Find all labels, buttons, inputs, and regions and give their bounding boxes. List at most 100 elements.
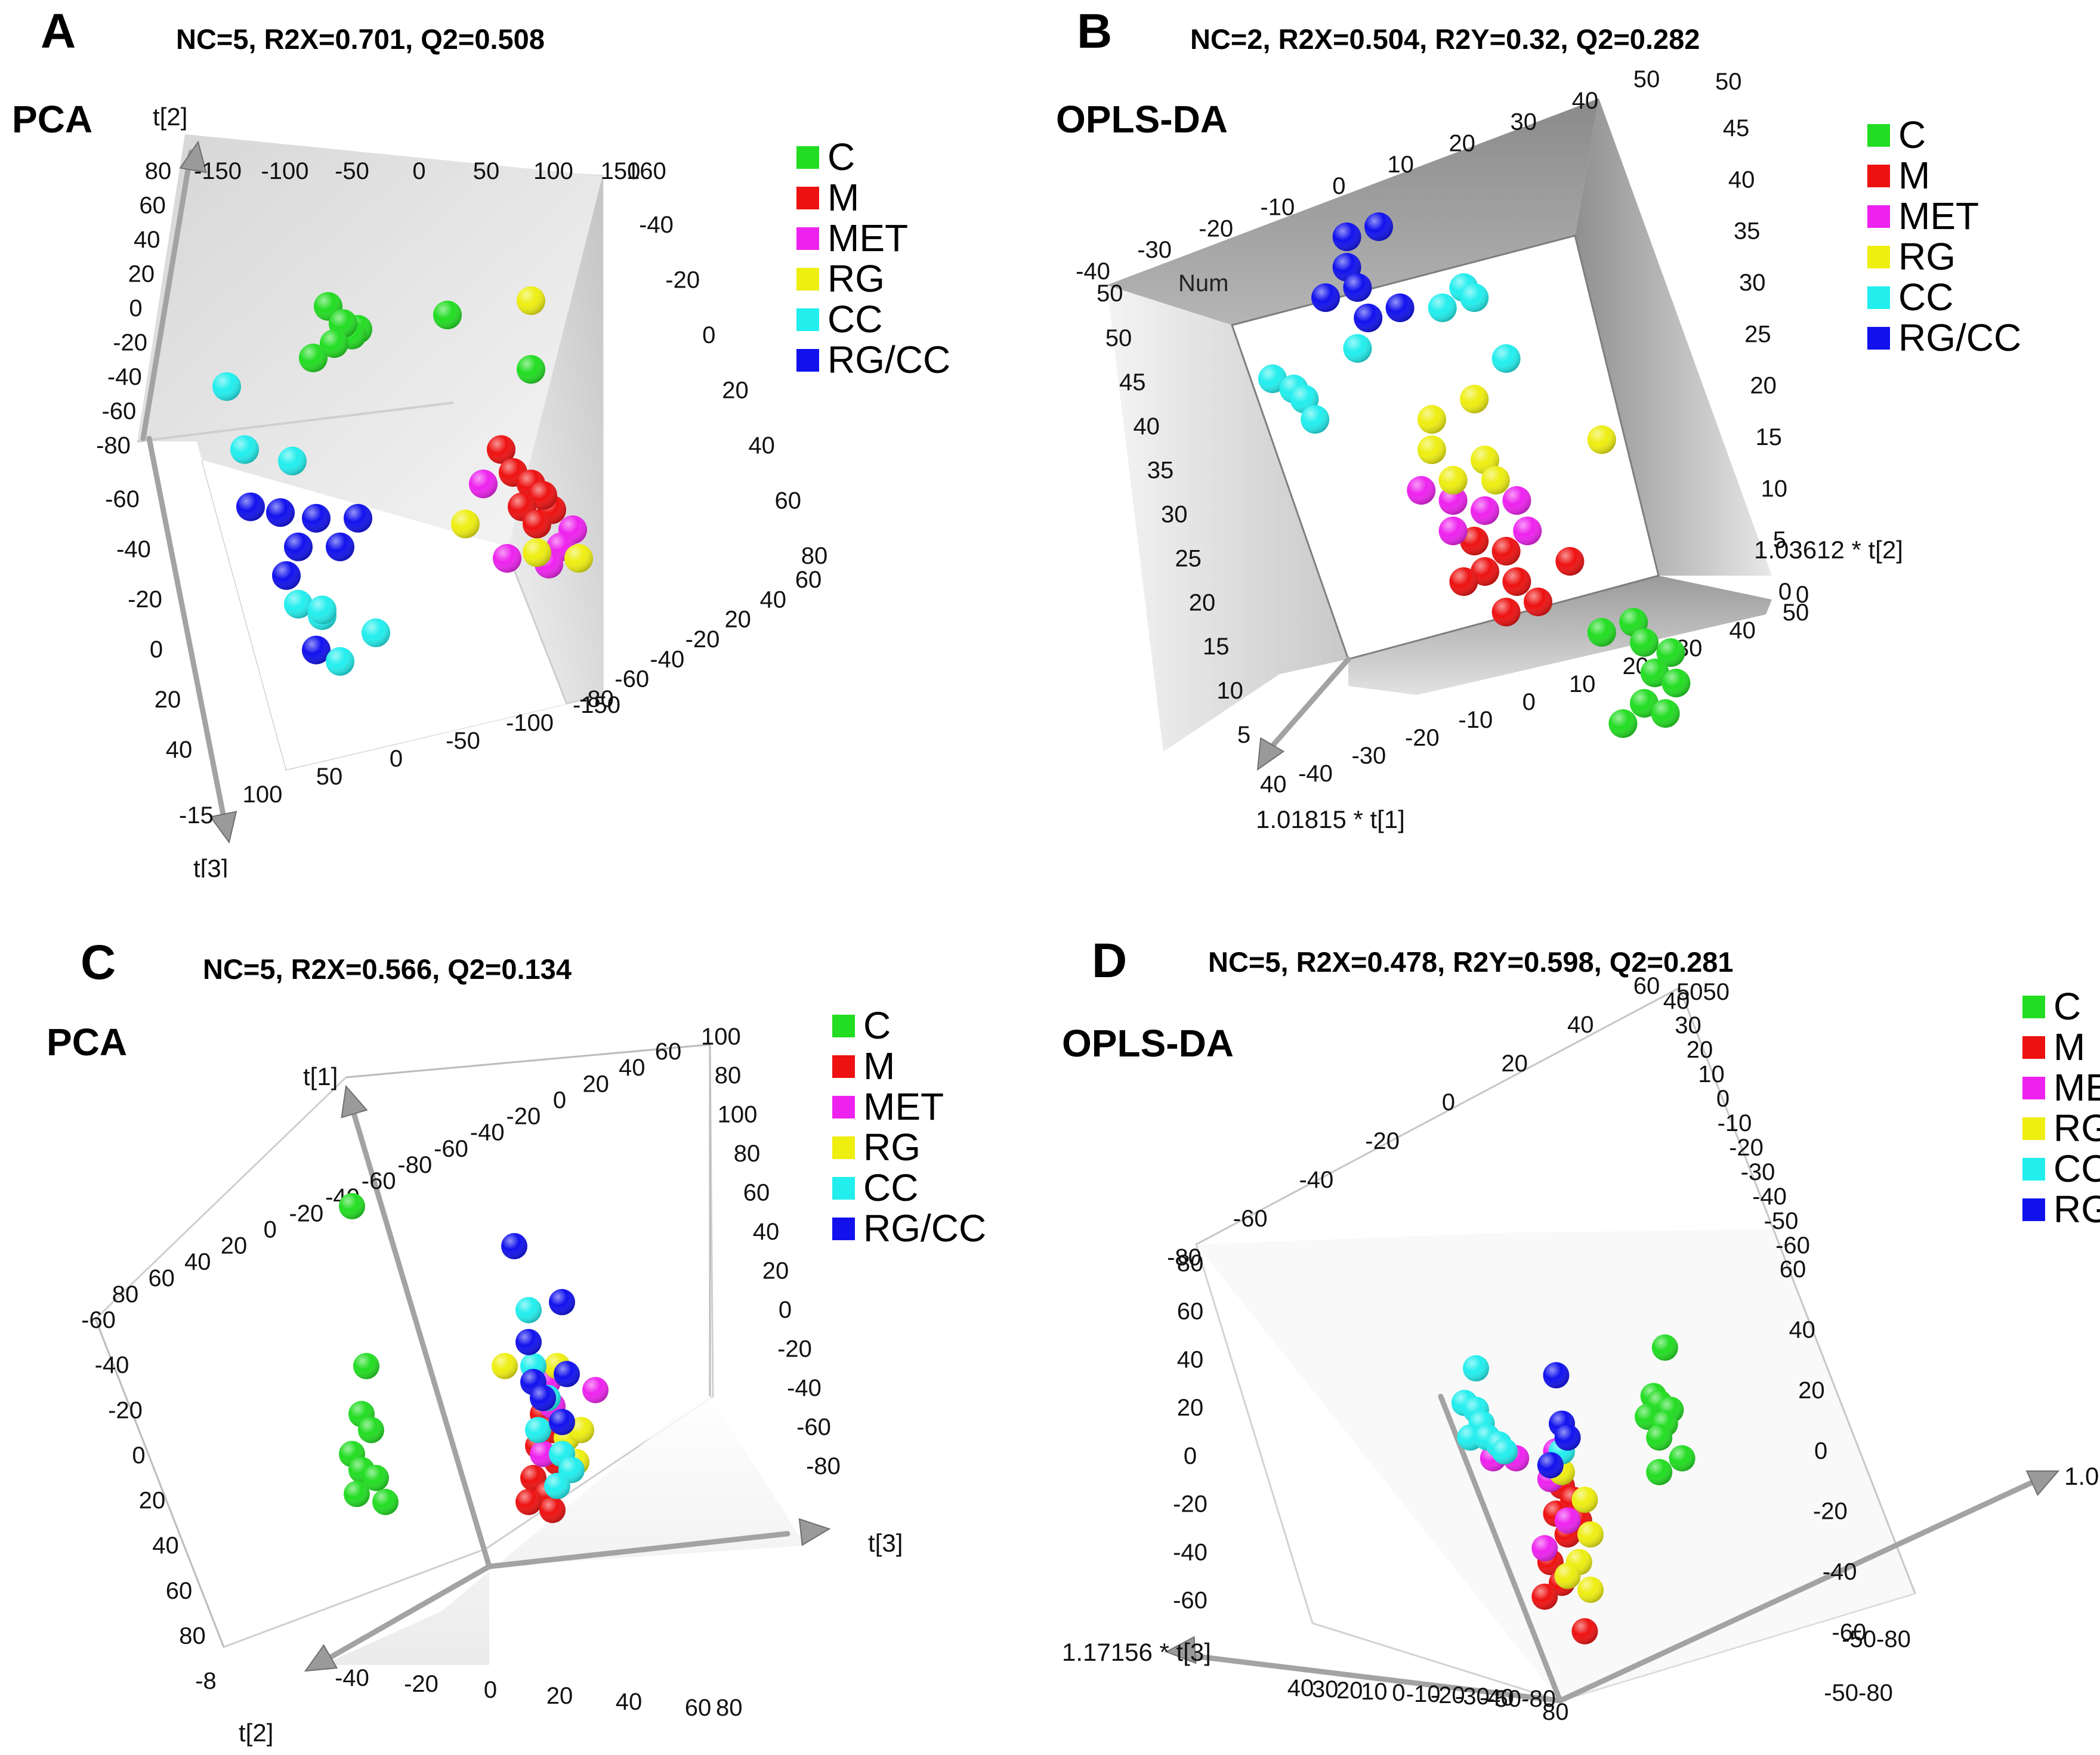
tick-label: 60 <box>166 1578 193 1604</box>
point-cc-shading <box>1463 1355 1489 1382</box>
point-rg-cc-shading <box>530 1385 556 1411</box>
tick-label: -50 <box>446 728 480 754</box>
tick-label: 40 <box>1729 617 1756 644</box>
point-m-shading <box>1524 588 1552 616</box>
legend-label: RG <box>1898 235 1956 278</box>
panel-d-chart: 1.01773 * t[1.17156 * t[3]-80-60-40-2002… <box>1062 934 2100 1725</box>
tick-label: -40 <box>470 1120 505 1146</box>
tick-label: -50-80 <box>1842 1626 1911 1652</box>
tick-label: 50 <box>316 764 343 790</box>
tick-label: -30 <box>1351 743 1386 769</box>
tick-label: 5050 <box>1676 979 1730 1005</box>
point-cc-shading <box>284 589 313 619</box>
tick-label: 30 <box>1675 1012 1701 1039</box>
point-c-shading <box>1587 618 1616 647</box>
point-rg-cc-shading <box>272 561 301 590</box>
point-rg-cc-shading <box>554 1361 580 1388</box>
tick-label: -60 <box>105 486 140 512</box>
tick-label: 5 <box>1237 722 1250 748</box>
legend-label: RG/CC <box>1898 316 2021 359</box>
axis-t3-arrow <box>798 1518 831 1546</box>
tick-label: 40 <box>753 1219 780 1245</box>
tick-label: -20 <box>1813 1498 1848 1525</box>
tick-label: -40 <box>1823 1559 1857 1585</box>
legend-swatch-rg-cc <box>796 349 819 372</box>
tick-label: 5 <box>1773 527 1786 554</box>
axis-t1-arrow <box>1256 737 1285 771</box>
point-cc-shading <box>544 1473 570 1499</box>
tick-label: -40 <box>650 646 684 672</box>
panel-b-chart: 1.01815 * t[1] 1.03612 * t[2] Num -40 -30 -20… <box>1056 4 2021 833</box>
tick-label: -40 <box>1076 258 1110 285</box>
point-c-shading <box>1651 1334 1678 1361</box>
legend-swatch-rg <box>1867 246 1890 268</box>
axis-t3-line <box>1190 1653 1563 1704</box>
axis-label-t3: t[3] <box>193 854 228 878</box>
tick-label: -60 <box>1173 1587 1208 1614</box>
point-m-shading <box>1571 1618 1598 1645</box>
point-rg-cc-shading <box>302 635 331 665</box>
point-rg-cc-shading <box>344 503 372 533</box>
model-statistics: NC=5, R2X=0.566, Q2=0.134 <box>203 953 572 985</box>
tick-label: -20 <box>108 1397 143 1423</box>
legend-label: CC <box>827 298 882 341</box>
axis-vertical-line <box>1438 1394 1563 1704</box>
point-rg-shading <box>523 538 551 567</box>
tick-label: -20 <box>1431 1682 1465 1708</box>
tick-label: 20 <box>724 607 751 633</box>
tick-label: 20 <box>1449 130 1475 156</box>
tick-label: -80 <box>96 432 131 459</box>
tick-label: 40 <box>1728 166 1755 193</box>
point-rg-shading <box>1438 466 1468 495</box>
point-m-shading <box>529 481 557 510</box>
tick-label: 0 <box>1332 173 1345 199</box>
legend-swatch-rg <box>796 268 819 291</box>
tick-label: 40 <box>184 1249 211 1275</box>
point-rg-cc-shading <box>236 492 265 521</box>
legend-label: C <box>863 1004 891 1047</box>
tick-label: 0 <box>702 322 715 348</box>
legend-swatch-met <box>796 227 819 250</box>
tick-label: 80 <box>179 1623 206 1649</box>
tick-label: 0 <box>1442 1089 1455 1116</box>
tick-label: 20 <box>1798 1377 1825 1404</box>
panel-letter: A <box>41 4 76 58</box>
tick-label: -100 <box>506 710 554 736</box>
point-c-shading <box>1646 1424 1673 1451</box>
legend-swatch-m <box>832 1055 855 1078</box>
legend-label: C <box>2053 985 2081 1028</box>
tick-label: -40 <box>639 212 674 238</box>
axis-label-t2: t[2] <box>153 103 187 131</box>
tick-label: 20 <box>1336 1677 1363 1704</box>
axis-t1-line <box>349 1104 492 1569</box>
tick-label: 45 <box>1119 369 1146 396</box>
tick-label: 40 <box>748 432 775 459</box>
front-floor <box>137 441 567 770</box>
axis-t3-arrow <box>209 811 237 844</box>
tick-label: 100 <box>533 158 573 184</box>
legend-label: RG/CC <box>863 1207 986 1250</box>
tick-label: 20 <box>1177 1395 1204 1421</box>
tick-label: -80 <box>397 1152 432 1178</box>
tick-label: -20 <box>1405 725 1440 751</box>
panel-c: t[1]t[2]t[3]806040200-20-40-60-80-60-40-… <box>0 878 1050 1755</box>
point-m-shading <box>539 1497 566 1524</box>
point-c-shading <box>1640 659 1669 687</box>
tick-label: -60 <box>1775 1232 1810 1259</box>
point-met-shading <box>530 1441 556 1467</box>
point-met-shading <box>1438 486 1468 515</box>
tick-label: 10 <box>1761 475 1788 502</box>
tick-label: 40 <box>1663 988 1690 1014</box>
tick-label: -40 <box>1299 1167 1333 1193</box>
tick-label: -20 <box>128 586 162 613</box>
tick-label: -20 <box>665 267 700 293</box>
tick-label: 40 <box>1567 1012 1594 1038</box>
point-rg-cc-shading <box>501 1233 527 1259</box>
tick-label: -40 <box>1480 1685 1514 1711</box>
legend-label: M <box>1898 154 1930 197</box>
point-c-shading <box>299 344 328 372</box>
point-cc-shading <box>308 595 336 625</box>
tick-label: -20 <box>1365 1128 1400 1154</box>
point-met-shading <box>1407 476 1436 505</box>
tick-label: -20 <box>685 626 720 653</box>
